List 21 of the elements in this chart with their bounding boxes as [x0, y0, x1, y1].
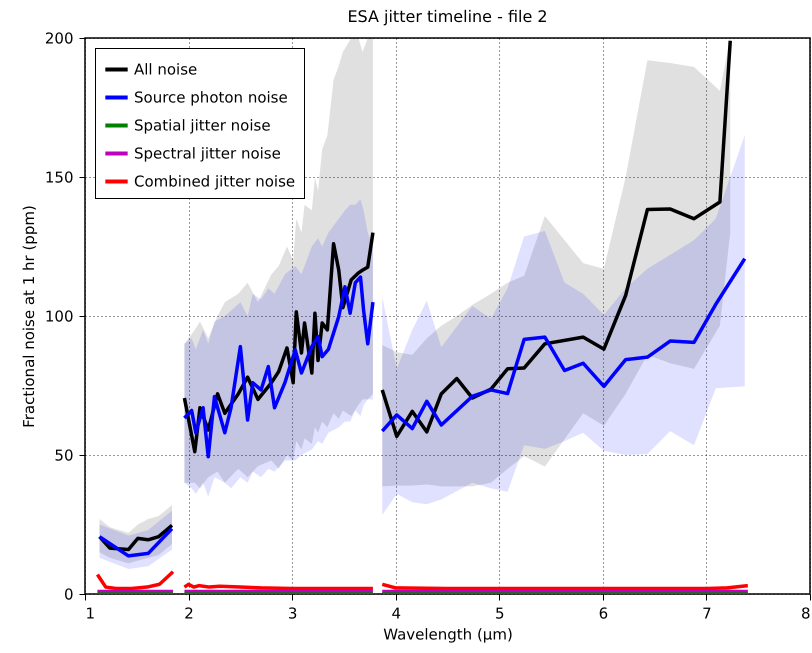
y-tick-label: 100 [44, 308, 74, 326]
legend-label: All noise [134, 60, 198, 78]
x-tick-label: 4 [391, 604, 401, 622]
y-tick-label: 200 [44, 30, 74, 48]
x-tick-label: 3 [288, 604, 298, 622]
y-tick-label: 50 [54, 446, 74, 464]
x-tick-label: 5 [495, 604, 505, 622]
chart-title: ESA jitter timeline - file 2 [347, 7, 548, 26]
y-tick-label: 0 [64, 586, 74, 604]
legend-label: Spatial jitter noise [134, 116, 271, 134]
x-tick-label: 7 [702, 604, 712, 622]
legend-label: Combined jitter noise [134, 172, 296, 190]
legend-label: Spectral jitter noise [134, 144, 281, 162]
y-axis-title: Fractional noise at 1 hr (ppm) [20, 205, 38, 428]
x-tick-label: 8 [800, 604, 810, 622]
legend-label: Source photon noise [134, 88, 288, 106]
x-tick-label: 2 [184, 604, 194, 622]
y-tick-label: 150 [44, 168, 74, 186]
x-tick-label: 1 [86, 604, 96, 622]
x-tick-label: 6 [598, 604, 608, 622]
x-axis-title: Wavelength (μm) [383, 626, 513, 644]
